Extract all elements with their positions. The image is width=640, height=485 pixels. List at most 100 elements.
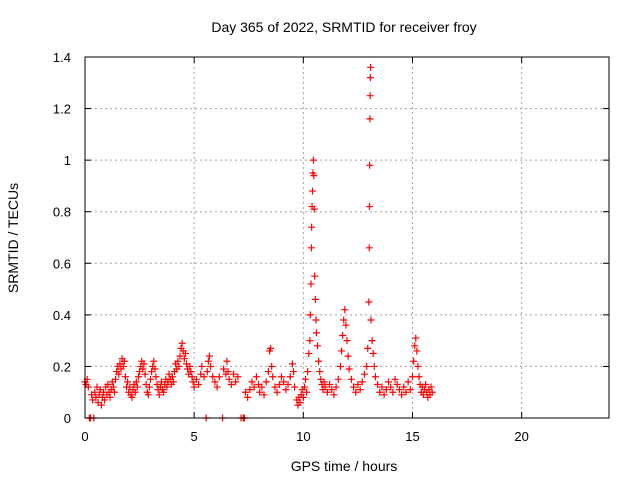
- data-point: [248, 378, 256, 386]
- y-tick-label: 0: [64, 411, 71, 426]
- data-point: [271, 383, 279, 391]
- data-point: [101, 396, 109, 404]
- data-point: [168, 373, 176, 381]
- data-point: [341, 306, 349, 314]
- data-point: [307, 244, 315, 252]
- data-point: [169, 378, 177, 386]
- data-point: [366, 115, 374, 123]
- data-point: [374, 380, 382, 388]
- data-point: [288, 360, 296, 368]
- data-point: [97, 401, 105, 409]
- data-point: [284, 380, 292, 388]
- data-point: [225, 375, 233, 383]
- data-point: [310, 172, 318, 180]
- data-point: [367, 316, 375, 324]
- data-point: [267, 344, 275, 352]
- data-point: [260, 391, 268, 399]
- data-point: [334, 375, 342, 383]
- data-point: [278, 373, 285, 381]
- data-point: [310, 205, 318, 213]
- data-point: [312, 329, 320, 337]
- data-point: [360, 370, 368, 378]
- data-point: [332, 383, 340, 391]
- data-point: [306, 337, 314, 345]
- data-point: [120, 357, 128, 365]
- data-point: [343, 337, 351, 345]
- data-point: [389, 388, 397, 396]
- data-point: [280, 378, 288, 386]
- data-point: [366, 74, 374, 82]
- data-point: [412, 334, 420, 342]
- data-point: [131, 388, 139, 396]
- data-point: [180, 355, 188, 363]
- data-point: [104, 380, 112, 388]
- data-point: [299, 393, 307, 401]
- data-point: [303, 388, 311, 396]
- data-point: [382, 386, 390, 394]
- y-tick-label: 1: [64, 153, 71, 168]
- data-point: [211, 378, 219, 386]
- data-point: [124, 378, 132, 386]
- data-point: [128, 393, 136, 401]
- data-point: [354, 380, 362, 388]
- data-point: [326, 380, 334, 388]
- data-point: [150, 357, 158, 365]
- y-tick-label: 1.4: [53, 50, 71, 65]
- data-point: [91, 388, 99, 396]
- x-tick-label: 10: [296, 429, 310, 444]
- data-point: [268, 362, 276, 370]
- data-point: [246, 386, 254, 394]
- data-point: [286, 373, 294, 381]
- data-point: [364, 344, 372, 352]
- data-point: [187, 368, 195, 376]
- data-point: [342, 321, 350, 329]
- data-point: [132, 378, 140, 386]
- data-point: [109, 383, 117, 391]
- data-point: [328, 386, 336, 394]
- data-point: [365, 298, 373, 306]
- data-point: [393, 380, 401, 388]
- data-point: [369, 350, 377, 358]
- data-point: [160, 388, 168, 396]
- data-point: [414, 362, 422, 370]
- data-point: [309, 156, 317, 164]
- data-point: [415, 373, 423, 381]
- y-axis-label: SRMTID / TECUs: [5, 183, 21, 293]
- data-point: [186, 362, 194, 370]
- y-tick-label: 0.2: [53, 359, 71, 374]
- data-point: [291, 383, 299, 391]
- data-point: [188, 373, 196, 381]
- data-point: [336, 362, 344, 370]
- data-point: [350, 383, 358, 391]
- data-point: [370, 362, 378, 370]
- data-point: [309, 187, 317, 195]
- data-point: [304, 368, 312, 376]
- data-point: [252, 373, 260, 381]
- data-point: [315, 357, 323, 365]
- data-point: [321, 383, 329, 391]
- data-point: [147, 375, 154, 383]
- data-point: [264, 368, 272, 376]
- data-point: [358, 378, 366, 386]
- y-tick-label: 0.8: [53, 205, 71, 220]
- data-point: [203, 368, 211, 376]
- data-point: [378, 383, 386, 391]
- data-point: [258, 383, 266, 391]
- data-point: [365, 244, 373, 252]
- data-point: [110, 388, 118, 396]
- data-point: [282, 386, 290, 394]
- data-point: [151, 365, 159, 373]
- data-point: [290, 368, 298, 376]
- data-point: [209, 373, 217, 381]
- data-point: [300, 383, 308, 391]
- y-tick-label: 1.2: [53, 102, 71, 117]
- data-point: [308, 223, 316, 231]
- data-point: [312, 316, 320, 324]
- data-point: [371, 373, 379, 381]
- data-point: [384, 378, 392, 386]
- x-tick-label: 15: [405, 429, 419, 444]
- data-point: [227, 380, 235, 388]
- data-point: [302, 375, 310, 383]
- data-point: [121, 373, 129, 381]
